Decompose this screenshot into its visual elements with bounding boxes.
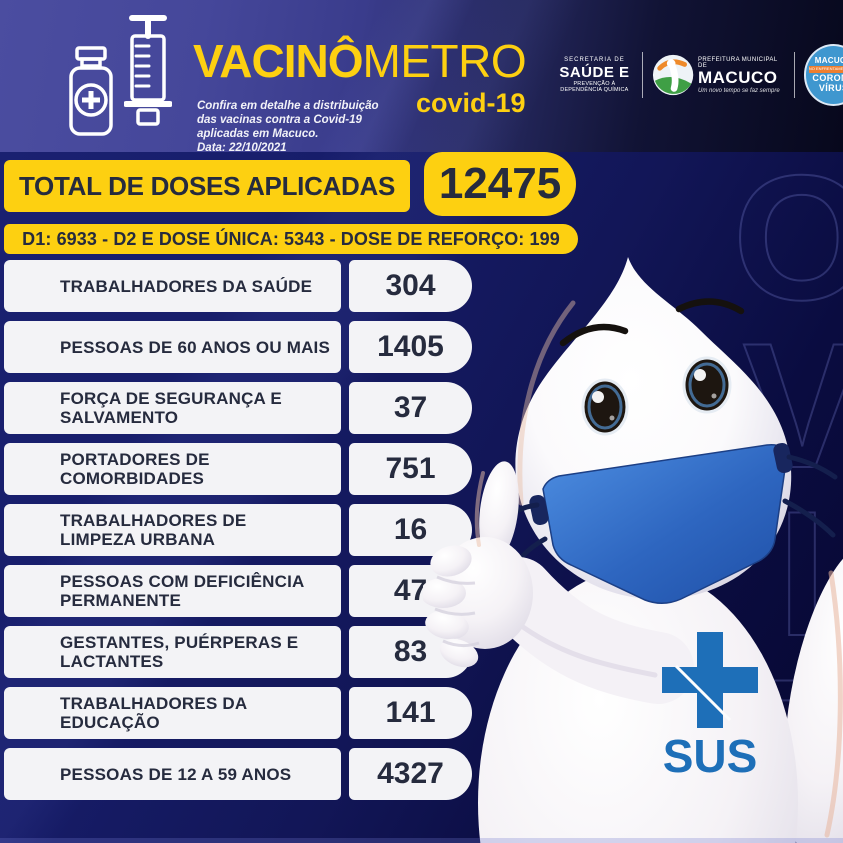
badge-line4: VÍRUS (818, 82, 843, 93)
category-label: PESSOAS DE 60 ANOS OU MAIS (4, 321, 341, 373)
covid-19-tag: covid-19 (416, 88, 526, 118)
table-row: PORTADORES DE COMORBIDADES 751 (4, 443, 472, 495)
title-vacino: VACINÔ (193, 35, 363, 87)
macuco-coronavirus-badge: MACUCO NO ENFRENTAMENTO AO CORONA VÍRUS (803, 44, 843, 106)
table-row: PESSOAS COM DEFICIÊNCIA PERMANENTE 47 (4, 565, 472, 617)
ze-gotinha-mascot: SUS (423, 257, 843, 843)
right-eye (682, 356, 732, 414)
left-eyebrow (559, 323, 629, 347)
header-description: Confira em detalhe a distribuição das va… (197, 99, 378, 155)
prefeitura-emblem-icon (652, 54, 694, 96)
prefeitura-line1: PREFEITURA MUNICIPAL DE (697, 56, 778, 69)
total-doses-label: TOTAL DE DOSES APLICADAS (4, 160, 410, 212)
secretaria-line2: SAÚDE E (559, 63, 630, 81)
prefeitura-tagline: Um novo tempo se faz sempre (697, 87, 780, 94)
watermark-letter: O (732, 138, 843, 337)
total-doses-value: 12475 (424, 152, 576, 216)
category-label: TRABALHADORES DE LIMPEZA URBANA (4, 504, 341, 556)
title-metro: METRO (362, 35, 527, 87)
thumb (479, 461, 519, 561)
badge-line1: MACUCO (814, 55, 843, 65)
bottom-strip (0, 838, 843, 843)
logo-divider (793, 52, 795, 98)
sus-logo: SUS (662, 632, 758, 782)
category-label: PESSOAS COM DEFICIÊNCIA PERMANENTE (4, 565, 341, 617)
table-row: PESSOAS DE 60 ANOS OU MAIS 1405 (4, 321, 472, 373)
category-value-pill: 141 (349, 687, 472, 739)
table-row: TRABALHADORES DE LIMPEZA URBANA 16 (4, 504, 472, 556)
category-value-pill: 4327 (349, 748, 472, 800)
category-label: TRABALHADORES DA SAÚDE (4, 260, 341, 312)
category-label: PORTADORES DE COMORBIDADES (4, 443, 341, 495)
category-label: TRABALHADORES DA EDUCAÇÃO (4, 687, 341, 739)
description-line: das vacinas contra a Covid-19 (197, 114, 362, 126)
description-line: Data: 22/10/2021 (197, 142, 287, 154)
sus-label: SUS (663, 730, 758, 782)
mascot-thumbs-up-hand (423, 461, 694, 704)
left-eye (581, 378, 629, 436)
right-eyebrow (675, 298, 745, 315)
syringe-icon (124, 15, 172, 126)
secretaria-saude-logo: SECRETARIA DE SAÚDE E PREVENÇÃO À DEPEND… (556, 57, 633, 94)
secretaria-line1: SECRETARIA DE (564, 56, 625, 63)
category-label: FORÇA DE SEGURANÇA E SALVAMENTO (4, 382, 341, 434)
badge-line2: NO ENFRENTAMENTO AO (808, 66, 843, 73)
category-value-pill: 304 (349, 260, 472, 312)
page-title: VACINÔMETRO (193, 34, 527, 88)
table-row: TRABALHADORES DA SAÚDE 304 (4, 260, 472, 312)
category-label: PESSOAS DE 12 A 59 ANOS (4, 748, 341, 800)
table-row: TRABALHADORES DA EDUCAÇÃO 141 (4, 687, 472, 739)
logo-divider (641, 52, 643, 98)
mascot-face (559, 298, 745, 436)
secretaria-line3: PREVENÇÃO À DEPENDÊNCIA QUÍMICA (560, 80, 629, 94)
description-line: Confira em detalhe a distribuição (197, 100, 379, 112)
vaccine-vial-icon (69, 46, 113, 136)
category-value-pill: 751 (349, 443, 472, 495)
dose-breakdown-strip: D1: 6933 - D2 E DOSE ÚNICA: 5343 - DOSE … (4, 224, 578, 254)
header-icons (66, 14, 172, 138)
mascot-right-arm (784, 540, 843, 843)
logos-bar: SECRETARIA DE SAÚDE E PREVENÇÃO À DEPEND… (556, 44, 843, 106)
table-row: PESSOAS DE 12 A 59 ANOS 4327 (4, 748, 472, 800)
category-label: GESTANTES, PUÉRPERAS E LACTANTES (4, 626, 341, 678)
table-row: GESTANTES, PUÉRPERAS E LACTANTES 83 (4, 626, 472, 678)
badge-line3: CORONA (812, 72, 843, 83)
description-line: aplicadas em Macuco. (197, 128, 319, 140)
mascot-face-mask (508, 442, 838, 604)
prefeitura-macuco-logo: PREFEITURA MUNICIPAL DE MACUCO Um novo t… (652, 53, 785, 97)
prefeitura-line2: MACUCO (697, 67, 778, 87)
category-rows: TRABALHADORES DA SAÚDE 304 PESSOAS DE 60… (4, 260, 472, 809)
table-row: FORÇA DE SEGURANÇA E SALVAMENTO 37 (4, 382, 472, 434)
category-value-pill: 37 (349, 382, 472, 434)
category-value-pill: 1405 (349, 321, 472, 373)
